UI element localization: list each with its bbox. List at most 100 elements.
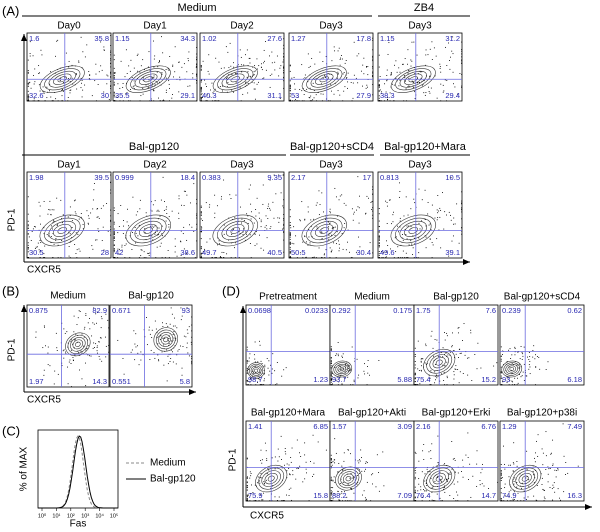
event-dot bbox=[147, 87, 149, 89]
event-dot bbox=[208, 73, 210, 75]
event-dot bbox=[221, 257, 222, 259]
event-dot bbox=[506, 382, 508, 384]
event-dot bbox=[192, 77, 194, 79]
event-dot bbox=[135, 232, 137, 234]
event-dot bbox=[458, 327, 460, 328]
event-dot bbox=[442, 356, 444, 358]
event-dot bbox=[289, 236, 291, 238]
event-dot bbox=[356, 209, 357, 211]
event-dot bbox=[247, 476, 248, 478]
event-dot bbox=[378, 90, 380, 92]
event-dot bbox=[444, 339, 446, 341]
event-dot bbox=[331, 227, 333, 229]
event-dot bbox=[255, 384, 257, 386]
quadrant-value: 93 bbox=[182, 306, 190, 315]
event-dot bbox=[248, 494, 249, 496]
event-dot bbox=[552, 465, 554, 466]
event-dot bbox=[439, 497, 441, 499]
event-dot bbox=[121, 246, 123, 248]
event-dot bbox=[250, 378, 252, 380]
event-dot bbox=[293, 76, 295, 78]
event-dot bbox=[332, 487, 334, 489]
event-dot bbox=[27, 97, 29, 99]
event-dot bbox=[83, 336, 85, 338]
event-dot bbox=[254, 65, 256, 67]
event-dot bbox=[414, 377, 416, 379]
event-dot bbox=[215, 257, 217, 259]
event-dot bbox=[185, 190, 186, 192]
event-dot bbox=[344, 222, 346, 224]
event-dot bbox=[448, 211, 450, 213]
event-dot bbox=[348, 370, 350, 372]
contour bbox=[512, 467, 539, 490]
event-dot bbox=[341, 472, 343, 474]
event-dot bbox=[154, 225, 156, 227]
event-dot bbox=[41, 54, 43, 56]
quadrant-value: 1.75 bbox=[416, 306, 431, 315]
event-dot bbox=[351, 257, 353, 259]
event-dot bbox=[156, 246, 158, 248]
event-dot bbox=[328, 223, 330, 225]
event-dot bbox=[231, 233, 233, 235]
event-dot bbox=[217, 100, 219, 102]
event-dot bbox=[153, 77, 155, 79]
event-dot bbox=[148, 326, 150, 328]
event-dot bbox=[92, 199, 94, 201]
event-dot bbox=[512, 381, 514, 383]
event-dot bbox=[453, 83, 454, 85]
event-dot bbox=[404, 77, 406, 79]
event-dot bbox=[378, 472, 380, 474]
event-dot bbox=[504, 468, 506, 470]
event-dot bbox=[343, 202, 345, 204]
event-dot bbox=[142, 354, 144, 356]
event-dot bbox=[225, 46, 227, 48]
event-dot bbox=[510, 464, 511, 466]
event-dot bbox=[454, 357, 455, 359]
event-dot bbox=[331, 500, 333, 502]
event-dot bbox=[62, 222, 64, 224]
event-dot bbox=[334, 187, 336, 189]
event-dot bbox=[293, 226, 295, 228]
event-dot bbox=[523, 500, 525, 502]
event-dot bbox=[200, 65, 202, 67]
event-dot bbox=[119, 100, 121, 102]
event-dot bbox=[191, 324, 193, 326]
event-dot bbox=[352, 97, 354, 99]
event-dot bbox=[27, 99, 29, 101]
event-dot bbox=[331, 60, 333, 62]
event-dot bbox=[397, 246, 399, 248]
event-dot bbox=[513, 500, 514, 502]
event-dot bbox=[196, 203, 198, 205]
event-dot bbox=[407, 63, 408, 65]
contour bbox=[160, 334, 171, 345]
event-dot bbox=[482, 463, 483, 465]
event-dot bbox=[250, 218, 252, 220]
event-dot bbox=[443, 90, 445, 92]
quadrant-value: 40.3 bbox=[202, 91, 217, 100]
event-dot bbox=[370, 500, 372, 502]
event-dot bbox=[122, 100, 124, 102]
quadrant-value: 1.02 bbox=[202, 34, 217, 43]
event-dot bbox=[222, 85, 223, 87]
event-dot bbox=[71, 386, 72, 388]
event-dot bbox=[334, 438, 336, 440]
contour bbox=[315, 73, 334, 85]
event-dot bbox=[74, 338, 76, 340]
event-dot bbox=[393, 84, 395, 86]
event-dot bbox=[289, 85, 291, 87]
event-dot bbox=[354, 476, 355, 478]
event-dot bbox=[425, 225, 427, 227]
contour bbox=[509, 367, 515, 371]
event-dot bbox=[192, 73, 194, 75]
event-dot bbox=[200, 207, 202, 208]
event-dot bbox=[299, 252, 301, 254]
quadrant-value: 0.0698 bbox=[248, 306, 271, 315]
event-dot bbox=[43, 257, 45, 259]
event-dot bbox=[278, 75, 280, 77]
event-dot bbox=[449, 351, 451, 353]
event-dot bbox=[372, 252, 374, 254]
event-dot bbox=[292, 100, 293, 102]
contour bbox=[75, 341, 81, 347]
event-dot bbox=[48, 209, 50, 211]
